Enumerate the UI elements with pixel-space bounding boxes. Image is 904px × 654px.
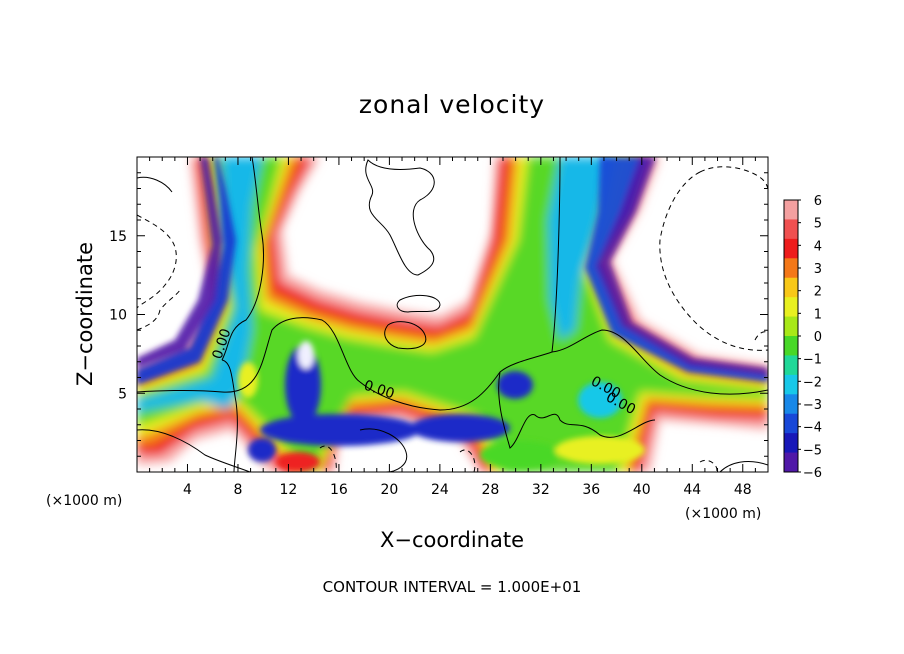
x-axis-ticks: 4 8 12 16 20 24 28 32 36 40 44 48 [149,157,756,498]
colorbar-swatch [784,219,798,240]
y-axis-ticks: 5 10 15 [109,172,768,457]
x-tick-label: 12 [280,482,298,498]
colorbar-tick-label: 1 [814,307,822,322]
x-tick-label: 16 [330,482,348,498]
x-tick-label: 44 [683,482,701,498]
colorbar-tick-label: 0 [814,330,822,345]
colorbar-tick-label: 4 [814,239,822,254]
x-tick-label: 20 [380,482,398,498]
colorbar-tick-label: −1 [803,353,822,368]
colorbar-swatch [784,433,798,454]
x-tick-label: 28 [481,482,499,498]
colorbar-swatch [784,277,798,298]
velocity-field [137,157,768,472]
colorbar-swatch [784,374,798,395]
x-axis-label: X−coordinate [380,528,524,552]
x-axis-unit-right: (×1000 m) [685,506,761,522]
x-tick-label: 48 [734,482,752,498]
colorbar-tick-label: 5 [814,217,822,232]
colorbar-swatch [784,238,798,259]
colorbar-swatch [784,355,798,376]
x-tick-label: 36 [582,482,600,498]
y-tick-label: 10 [109,308,127,324]
y-tick-label: 5 [118,386,127,402]
colorbar-swatch [784,316,798,337]
colorbar-tick-label: 6 [814,194,822,209]
colorbar-swatch [784,200,798,220]
colorbar-tick-label: −3 [803,398,822,413]
colorbar-swatch [784,297,798,318]
colorbar-swatch [784,258,798,279]
colorbar-tick-label: −2 [803,375,822,390]
x-tick-label: 4 [183,482,192,498]
chart-title: zonal velocity [359,90,545,119]
colorbar-tick-label: −6 [803,466,822,481]
x-axis-unit-left: (×1000 m) [46,493,122,509]
colorbar-tick-label: 2 [814,285,822,300]
x-tick-label: 32 [532,482,550,498]
colorbar-swatch [784,394,798,415]
colorbar-swatch [784,336,798,356]
colorbar-tick-label: −4 [803,421,822,436]
colorbar-tick-label: −5 [803,443,822,458]
colorbar-swatch [784,452,798,473]
x-tick-label: 24 [431,482,449,498]
x-tick-label: 8 [233,482,242,498]
colorbar-tick-label: 3 [814,262,822,277]
x-tick-label: 40 [633,482,651,498]
y-axis-label: Z−coordinate [73,242,97,386]
contour-interval-note: CONTOUR INTERVAL = 1.000E+01 [323,578,582,596]
colorbar-swatch [784,413,798,434]
y-tick-label: 15 [109,229,127,245]
colorbar: 6 5 4 3 2 1 0 −1 −2 −3 −4 −5 −6 [783,194,822,481]
